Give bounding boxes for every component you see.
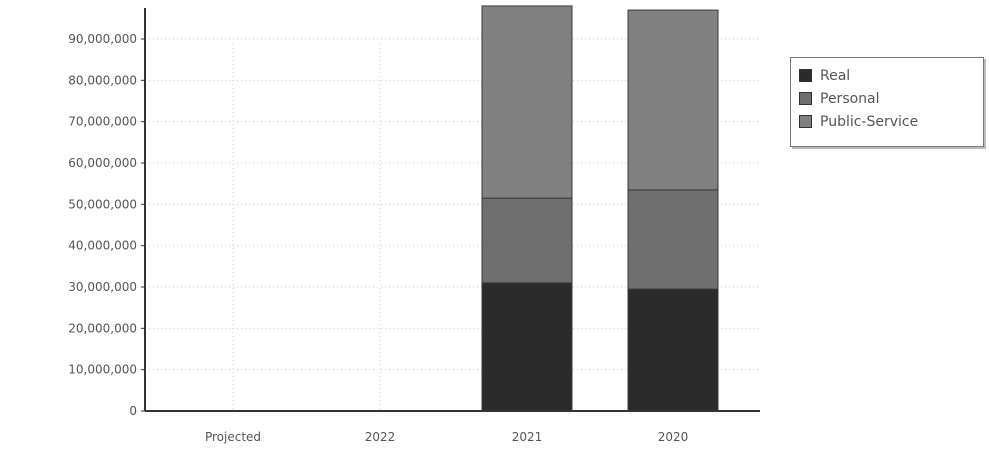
x-tick-label: 2021 [512, 430, 543, 444]
y-tick-label: 50,000,000 [68, 197, 137, 211]
y-tick-label: 0 [129, 404, 137, 418]
y-tick-label: 30,000,000 [68, 280, 137, 294]
x-tick-label: 2020 [658, 430, 689, 444]
x-tick-label: Projected [205, 430, 261, 444]
legend-swatch-public-service [799, 115, 812, 128]
bar-segment-real-2020 [627, 288, 719, 412]
legend-item-personal: Personal [799, 87, 975, 110]
y-tick-label: 80,000,000 [68, 73, 137, 87]
y-tick-label: 60,000,000 [68, 156, 137, 170]
legend-label-personal: Personal [820, 90, 880, 107]
legend-label-public-service: Public-Service [820, 113, 919, 130]
bar-segment-real-2021 [481, 282, 573, 412]
legend: Real Personal Public-Service [790, 57, 984, 147]
bars [481, 5, 719, 412]
y-tick-label: 10,000,000 [68, 363, 137, 377]
legend-label-real: Real [820, 67, 851, 84]
y-tick-label: 40,000,000 [68, 239, 137, 253]
bar-segment-personal-2021 [481, 197, 573, 284]
y-tick-label: 70,000,000 [68, 115, 137, 129]
tick-labels: 0 10,000,000 20,000,000 30,000,000 40,000,00… [68, 32, 688, 444]
legend-item-public-service: Public-Service [799, 110, 975, 133]
legend-item-real: Real [799, 64, 975, 87]
x-tick-label: 2022 [365, 430, 396, 444]
bar-segment-public-service-2021 [481, 5, 573, 199]
bar-segment-personal-2020 [627, 189, 719, 290]
legend-swatch-real [799, 69, 812, 82]
legend-swatch-personal [799, 92, 812, 105]
bar-segment-public-service-2020 [627, 9, 719, 191]
axes [141, 8, 760, 412]
y-tick-label: 20,000,000 [68, 321, 137, 335]
y-tick-label: 90,000,000 [68, 32, 137, 46]
